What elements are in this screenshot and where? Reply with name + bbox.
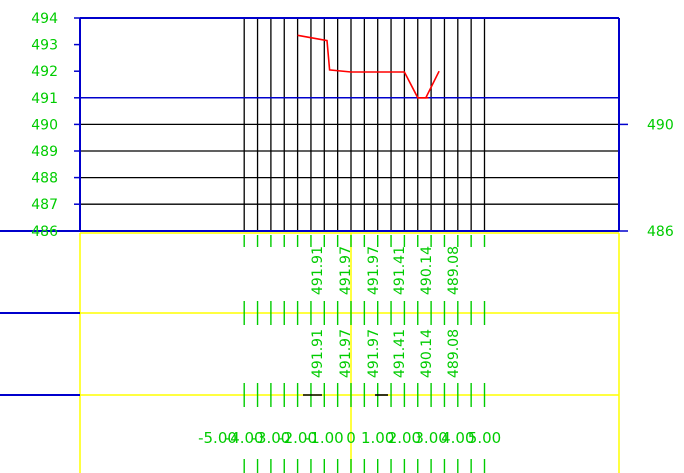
grid-layer — [80, 18, 619, 231]
right-elevation-label: 486 — [647, 224, 674, 240]
station-label: 4.00 — [441, 429, 474, 447]
station-label: -5.00 — [198, 429, 237, 447]
band-upper-value: 491.41 — [392, 246, 408, 295]
band-lower-value: 491.97 — [366, 329, 382, 378]
ground-profile-line — [297, 34, 429, 99]
label-layer: 494 493 492 491 490 489 488 487 486 490 486 491.91 4… — [31, 11, 674, 447]
band-lower-value: 491.91 — [310, 329, 326, 378]
band-lower-value: 491.41 — [392, 329, 408, 378]
data-band-layer — [79, 232, 620, 473]
right-elevation-label: 490 — [647, 117, 674, 133]
band-upper-value: 489.08 — [446, 246, 462, 295]
station-label: -1.00 — [305, 429, 344, 447]
station-label: -4.00 — [225, 429, 264, 447]
band-upper-value: 491.91 — [310, 246, 326, 295]
profile-layer — [297, 34, 440, 99]
elevation-label: 487 — [31, 197, 58, 213]
elevation-label: 492 — [31, 64, 58, 80]
station-label: -2.00 — [278, 429, 317, 447]
ground-profile-tail — [417, 70, 440, 99]
band-upper-value: 491.97 — [366, 246, 382, 295]
elevation-label: 489 — [31, 144, 58, 160]
station-label: 3.00 — [414, 429, 447, 447]
band-lower-value: 489.08 — [446, 329, 462, 378]
elevation-label: 493 — [31, 38, 58, 54]
frame-layer — [0, 17, 628, 396]
band-upper-value: 491.97 — [338, 246, 354, 295]
elevation-label: 494 — [31, 11, 58, 27]
station-label: 5.00 — [468, 429, 501, 447]
station-label: 0 — [346, 429, 356, 447]
station-label: -3.00 — [251, 429, 290, 447]
elevation-label: 490 — [31, 117, 58, 133]
band-lower-value: 491.97 — [338, 329, 354, 378]
elevation-label: 486 — [31, 224, 58, 240]
band-upper-value: 490.14 — [419, 246, 435, 295]
elevation-label: 488 — [31, 171, 58, 187]
elevation-label: 491 — [31, 91, 58, 107]
station-label: 2.00 — [388, 429, 421, 447]
station-label: 1.00 — [361, 429, 394, 447]
band-lower-value: 490.14 — [419, 329, 435, 378]
